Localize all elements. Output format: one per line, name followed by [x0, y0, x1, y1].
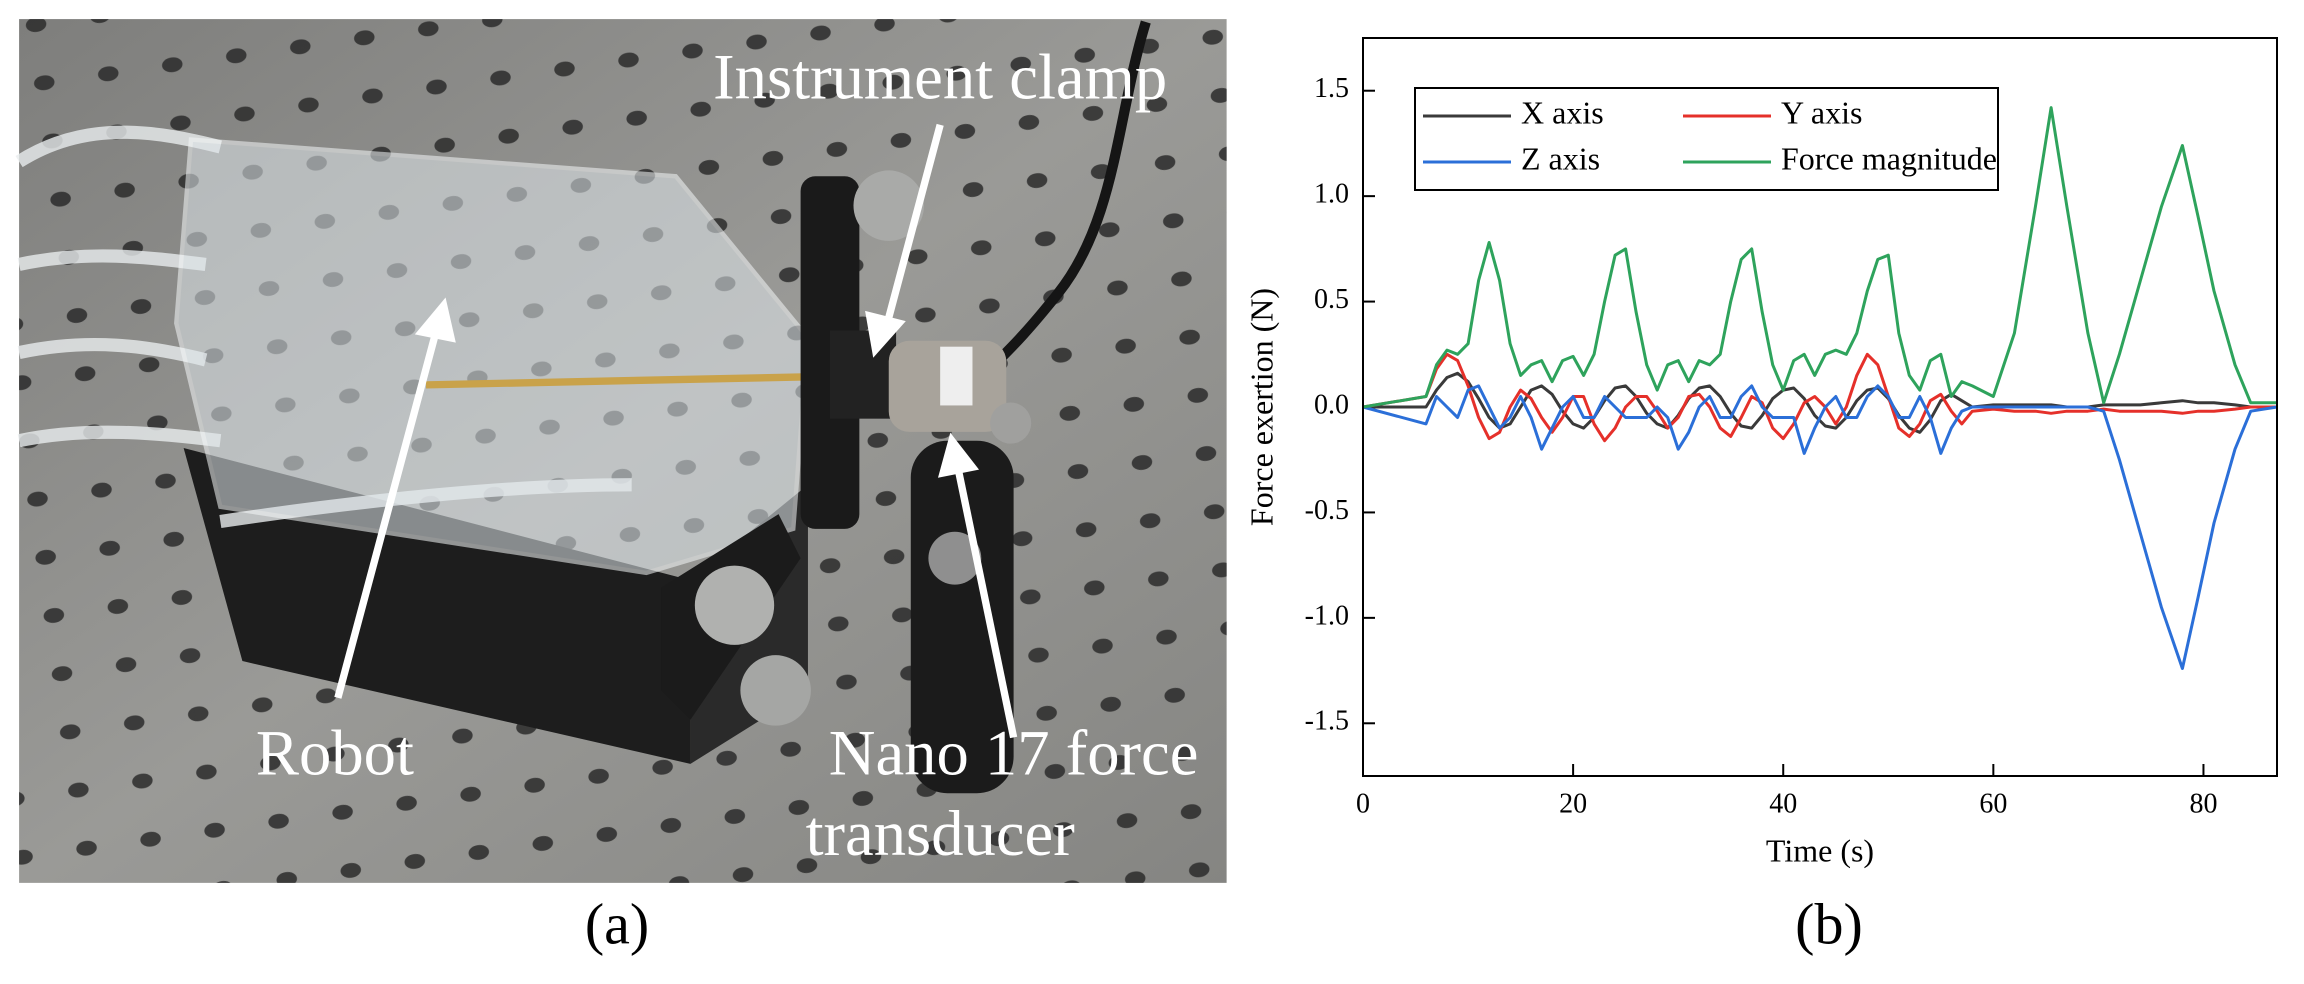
legend-box — [1414, 87, 1999, 191]
series-line — [1362, 352, 2277, 443]
y-tick-label: -1.0 — [1305, 600, 1349, 631]
y-tick-label: 0.5 — [1314, 284, 1349, 315]
transducer-label: Nano 17 force — [829, 716, 1199, 788]
robot-label: Robot — [256, 716, 414, 788]
series-line — [1362, 106, 2277, 409]
plot-frame — [1362, 37, 2278, 777]
caption: (a) — [585, 891, 649, 956]
legend-label: X axis — [1521, 94, 1604, 130]
y-tick-label: -1.5 — [1305, 706, 1349, 737]
x-axis-label: Time (s) — [1766, 832, 1874, 868]
series-line — [1362, 384, 2278, 670]
y-tick-label: 0.0 — [1314, 389, 1349, 420]
x-tick-label: 40 — [1769, 788, 1797, 819]
chart: -1.5 -1.0 -0.5 0.0 0.5 1.0 1.5 0 20 40 60 80 Time (s… — [1243, 37, 2278, 868]
legend-label: Z axis — [1521, 140, 1600, 176]
y-tick-label: -0.5 — [1305, 495, 1349, 526]
legend-label: Y axis — [1781, 94, 1862, 130]
x-tick-label: 80 — [2189, 788, 2217, 819]
x-tick-label: 0 — [1356, 788, 1370, 819]
y-tick-label: 1.0 — [1314, 179, 1349, 210]
x-tick-label: 60 — [1979, 788, 2007, 819]
clamp-label: Instrument clamp — [713, 41, 1167, 113]
y-tick-label: 1.5 — [1314, 73, 1349, 104]
transducer-label: transducer — [806, 797, 1075, 869]
caption: (b) — [1795, 891, 1863, 956]
photo: Instrument clamp Robot Nano 17 force tra… — [15, 19, 1227, 883]
y-axis-label: Force exertion (N) — [1243, 288, 1279, 526]
legend-label: Force magnitude — [1781, 140, 1997, 176]
x-tick-label: 20 — [1559, 788, 1587, 819]
